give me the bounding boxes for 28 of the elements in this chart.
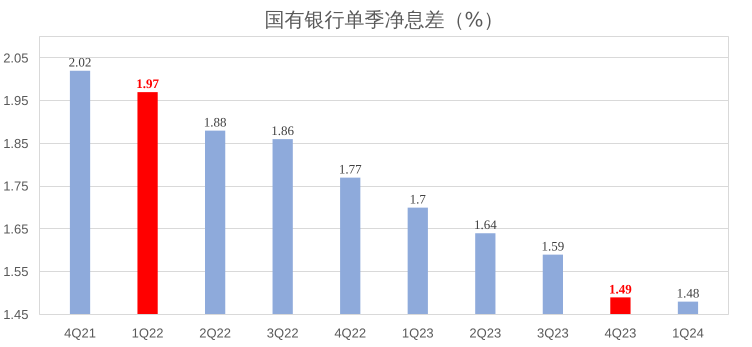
y-tick-label: 2.05 <box>3 50 29 66</box>
y-tick-label: 1.85 <box>3 136 29 151</box>
chart-title: 国有银行单季净息差（%） <box>264 8 504 32</box>
y-tick-label: 1.55 <box>3 264 29 280</box>
x-tick-label: 4Q22 <box>334 326 366 340</box>
x-tick-label: 2Q22 <box>199 326 232 340</box>
x-tick-label: 4Q23 <box>604 326 636 340</box>
data-label: 1.77 <box>338 162 362 177</box>
y-tick-label: 1.65 <box>3 221 29 236</box>
data-label: 2.02 <box>68 54 92 70</box>
x-tick-label: 3Q22 <box>266 326 299 340</box>
x-tick-label: 2Q23 <box>469 326 502 340</box>
data-label: 1.64 <box>474 217 498 232</box>
data-label: 1.59 <box>542 238 564 254</box>
x-tick-label: 1Q23 <box>402 326 434 340</box>
x-tick-label: 1Q22 <box>132 326 164 340</box>
x-tick-label: 4Q21 <box>64 326 96 340</box>
y-tick-label: 1.75 <box>3 178 29 194</box>
data-label: 1.97 <box>136 76 160 92</box>
x-tick-label: 3Q23 <box>536 326 569 340</box>
data-label: 1.88 <box>204 114 226 130</box>
x-tick-label: 1Q24 <box>672 326 704 340</box>
y-tick-label: 1.95 <box>3 93 29 108</box>
data-label: 1.7 <box>410 192 426 207</box>
y-tick-label: 1.45 <box>3 307 29 322</box>
data-label: 1.48 <box>676 286 700 301</box>
data-label: 1.49 <box>609 281 632 296</box>
data-label: 1.86 <box>271 123 295 138</box>
